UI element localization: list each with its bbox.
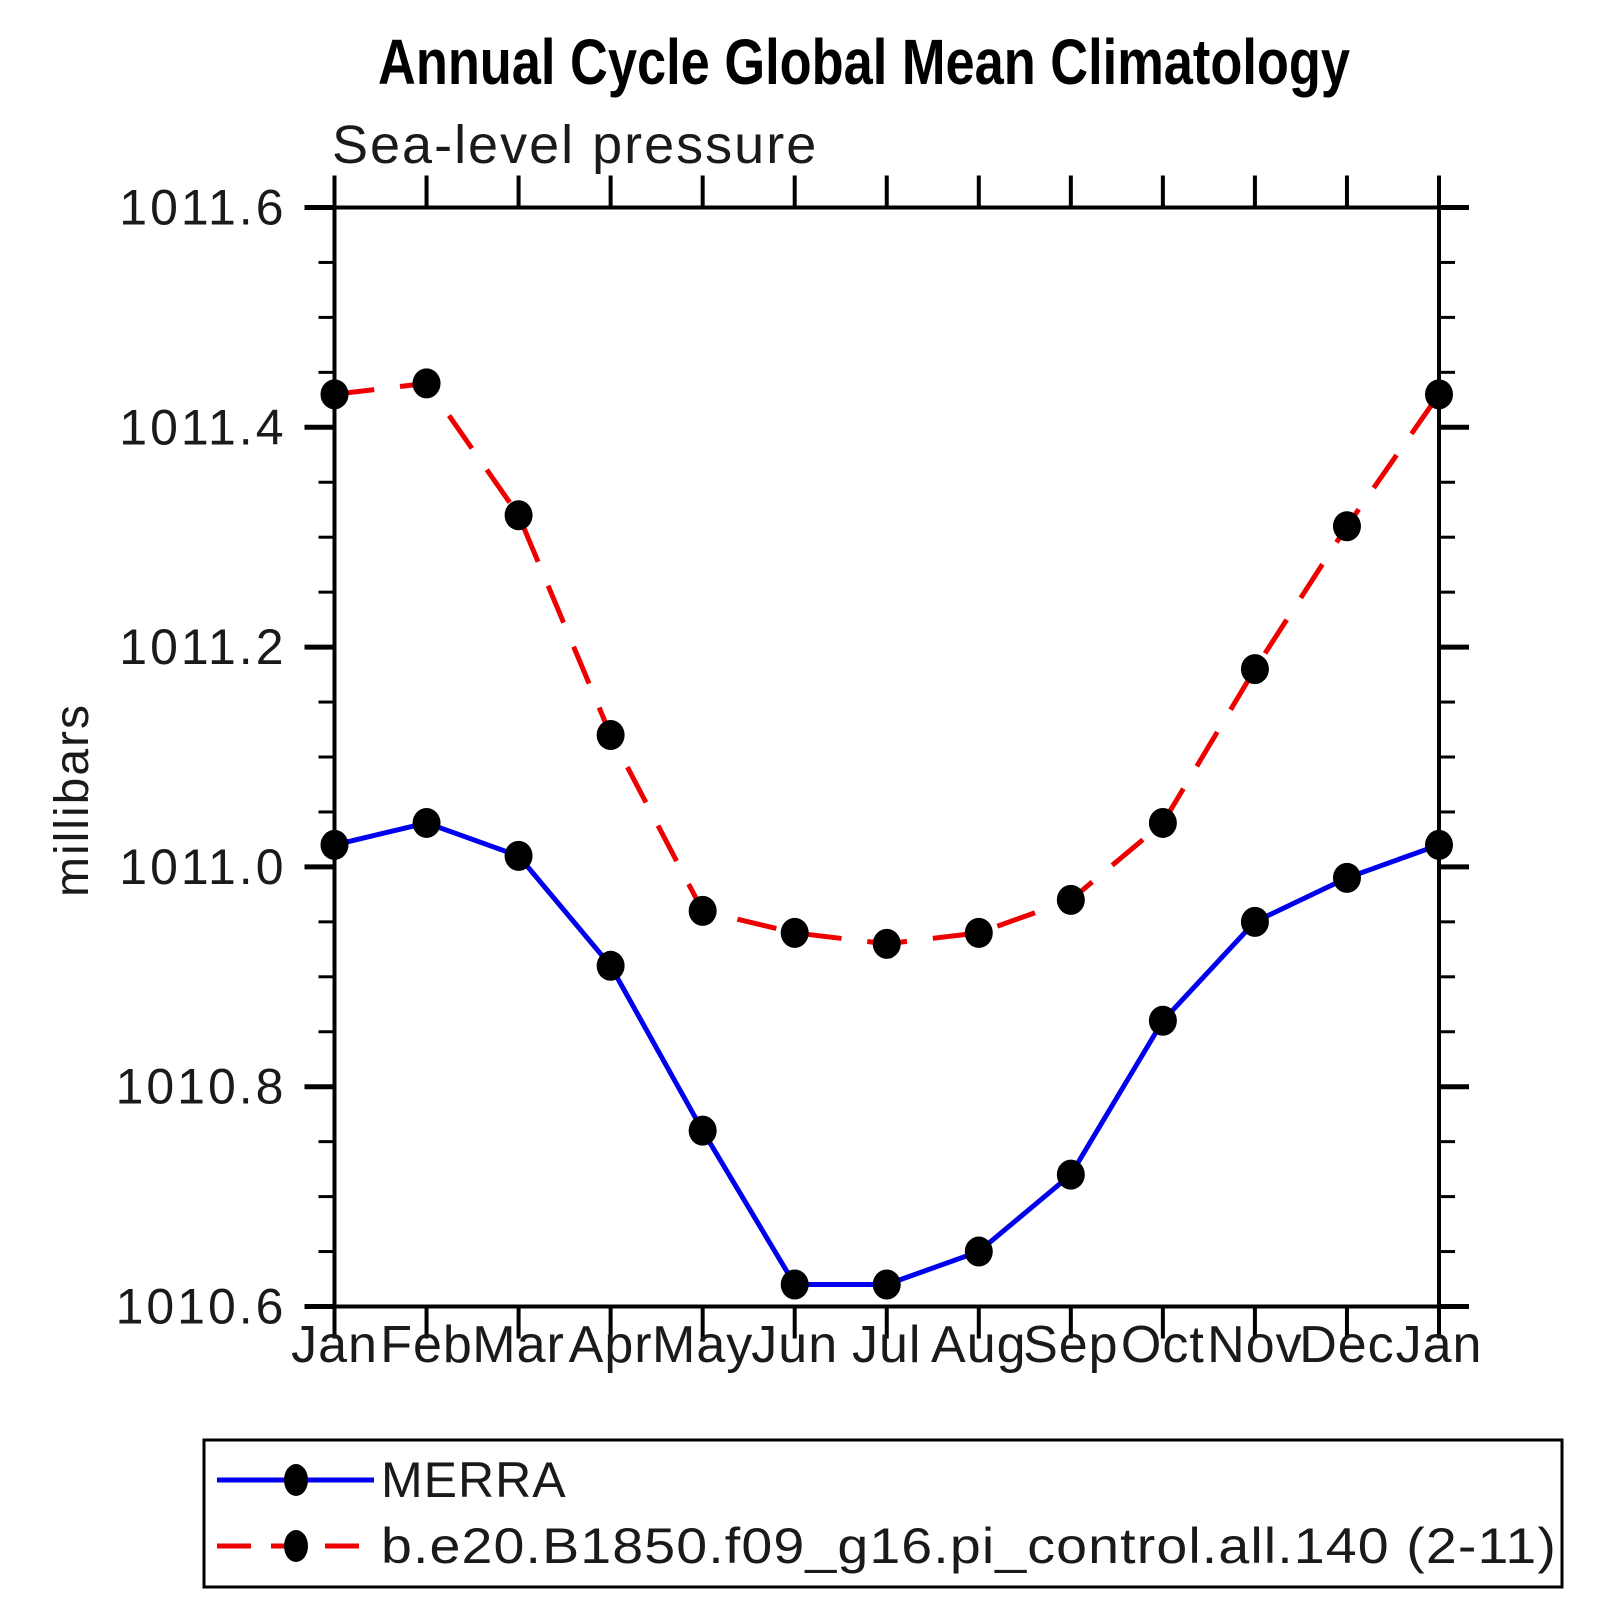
legend: MERRA b.e20.B1850.f09_g16.pi_control.all… <box>202 1438 1564 1589</box>
x-tick-label: Sep <box>1023 1316 1119 1374</box>
plot-frame <box>332 205 1441 1309</box>
data-point-marker <box>320 379 349 410</box>
data-point-marker <box>412 807 441 838</box>
series-layer <box>320 368 1453 1300</box>
x-tick-label: Jan <box>1396 1316 1483 1374</box>
legend-model-marker-icon <box>284 1530 308 1562</box>
legend-merra-marker-icon <box>284 1464 308 1496</box>
y-tick-label: 1010.8 <box>116 1059 287 1115</box>
model-series <box>320 368 1453 959</box>
merra-series <box>320 807 1453 1300</box>
data-point-marker <box>688 895 717 926</box>
data-point-marker <box>596 950 625 981</box>
data-point-marker <box>504 500 533 531</box>
data-point-marker <box>688 1115 717 1146</box>
legend-model-label: b.e20.B1850.f09_g16.pi_control.all.140 (… <box>381 1518 1557 1574</box>
data-point-marker <box>1148 807 1177 838</box>
data-point-marker <box>320 829 349 860</box>
data-point-marker <box>872 1269 901 1300</box>
model-line <box>334 380 1442 947</box>
x-tick-label: Jan <box>291 1316 378 1374</box>
x-tick-label: Dec <box>1299 1316 1394 1374</box>
y-tick-label: 1011.6 <box>119 180 286 236</box>
data-point-marker <box>1332 511 1361 542</box>
chart-subtitle: Sea-level pressure <box>332 115 818 175</box>
data-point-marker <box>1148 1005 1177 1036</box>
data-point-marker <box>596 720 625 751</box>
y-tick-label: 1011.0 <box>119 839 286 895</box>
x-tick-label: Oct <box>1121 1316 1205 1374</box>
y-tick-label: 1011.4 <box>119 399 286 455</box>
data-point-marker <box>1056 884 1085 915</box>
x-tick-label: May <box>652 1316 753 1374</box>
legend-box <box>202 1438 1564 1589</box>
data-point-marker <box>1056 1159 1085 1190</box>
merra-line <box>333 820 1440 1288</box>
data-point-marker <box>1425 379 1453 410</box>
data-point-marker <box>1240 654 1269 685</box>
x-tick-label: Feb <box>380 1316 473 1374</box>
chart-title: Annual Cycle Global Mean Climatology <box>378 26 1350 98</box>
data-point-marker <box>1425 829 1453 860</box>
data-point-marker <box>964 917 993 948</box>
legend-merra-label: MERRA <box>381 1452 567 1508</box>
x-tick-label: Jul <box>852 1316 921 1374</box>
data-point-marker <box>964 1236 993 1267</box>
y-axis-title: millibars <box>46 703 99 897</box>
y-tick-label: 1011.2 <box>119 619 286 675</box>
data-point-marker <box>504 840 533 871</box>
x-tick-label: Apr <box>569 1316 653 1374</box>
data-point-marker <box>780 1269 809 1300</box>
data-point-marker <box>780 917 809 948</box>
data-point-marker <box>872 928 901 959</box>
data-point-marker <box>1240 906 1269 937</box>
data-point-marker <box>412 368 441 399</box>
data-point-marker <box>1332 862 1361 893</box>
y-tick-label: 1010.6 <box>116 1279 287 1335</box>
x-tick-label: Aug <box>931 1316 1027 1374</box>
x-tick-label: Mar <box>472 1316 565 1374</box>
x-tick-label: Jun <box>751 1316 838 1374</box>
x-tick-label: Nov <box>1207 1316 1302 1374</box>
